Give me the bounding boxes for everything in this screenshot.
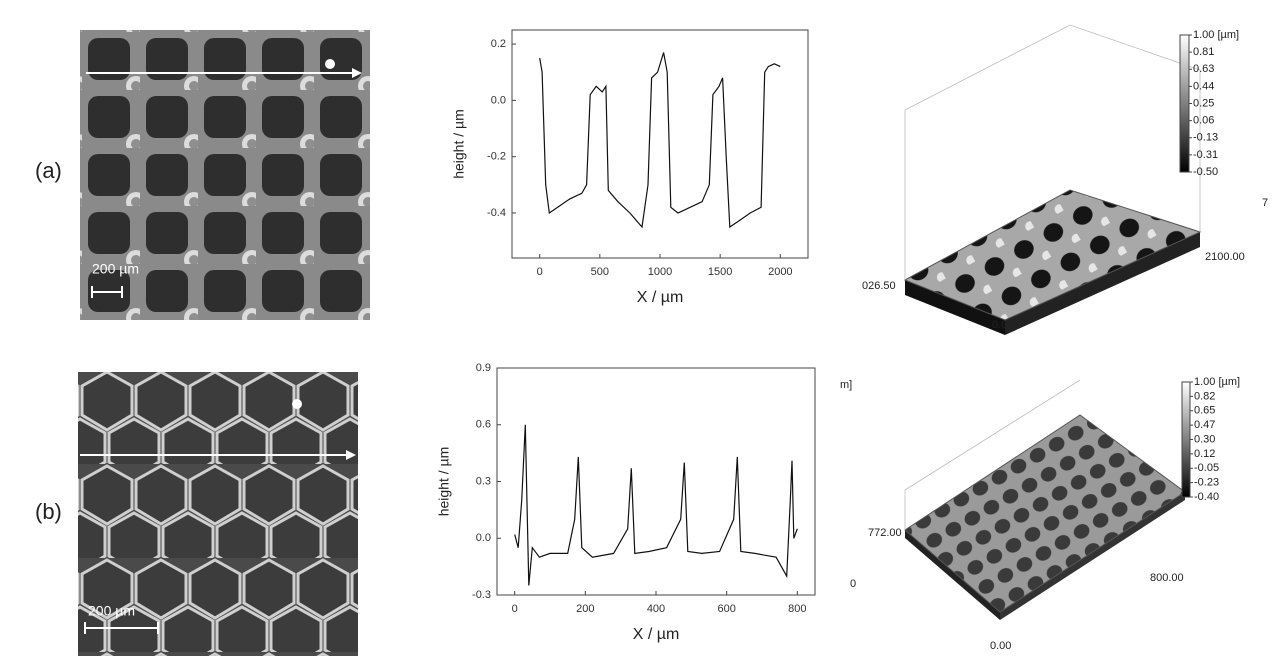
fragment: m] <box>840 379 852 391</box>
box-frame <box>904 24 1201 280</box>
y-tick-label: 0.3 <box>476 475 491 487</box>
scale-bar-label: 200 µm <box>88 603 135 619</box>
y-tick-label: -0.4 <box>487 207 506 219</box>
plot-frame <box>496 367 816 596</box>
colorbar-label: -0.05 <box>1194 462 1219 474</box>
profile-line <box>539 52 781 229</box>
micrograph <box>80 30 370 320</box>
scale-bar <box>84 622 159 634</box>
colorbar-label: -0.13 <box>1193 132 1218 144</box>
colorbar <box>1181 381 1191 498</box>
colorbar-label: -0.31 <box>1193 149 1218 161</box>
arrow-head <box>352 68 362 78</box>
x-tick-label: 800 <box>788 603 806 615</box>
y-tick-label: 0.9 <box>476 362 491 374</box>
profile-line <box>514 424 798 586</box>
axis-label: 0.00 <box>990 640 1011 652</box>
y-tick-label: 0.2 <box>491 38 506 50</box>
x-axis-label: X / µm <box>637 289 684 306</box>
micrograph <box>78 372 358 656</box>
axis-label: 772.00 <box>868 527 902 539</box>
x-tick-label: 1000 <box>648 266 672 278</box>
marker <box>292 399 302 409</box>
y-tick-label: -0.2 <box>487 151 506 163</box>
colorbar-label: 0.47 <box>1194 419 1215 431</box>
colorbar-label: 0.82 <box>1194 390 1215 402</box>
surface-wall <box>905 530 1000 620</box>
y-axis-label: height / µm <box>436 447 452 517</box>
x-tick-label: 600 <box>717 603 735 615</box>
row-label: (b) <box>35 499 62 524</box>
colorbar-label: 1.00 [µm] <box>1194 376 1240 388</box>
colorbar-label: -0.40 <box>1194 491 1219 503</box>
axis-label: 026.50 <box>862 280 896 292</box>
axis-label: 800.00 <box>1150 572 1184 584</box>
y-axis-label: height / µm <box>451 109 467 179</box>
box-frame <box>904 379 1081 530</box>
x-tick-label: 1500 <box>708 266 732 278</box>
surface-wall <box>1000 492 1185 620</box>
colorbar-label: 0.06 <box>1193 115 1214 127</box>
y-tick-label: 0.0 <box>491 94 506 106</box>
y-tick-label: 0.6 <box>476 419 491 431</box>
x-axis-label: X / µm <box>633 626 680 643</box>
colorbar-label: 1.00 [µm] <box>1193 29 1239 41</box>
colorbar-label: -0.50 <box>1193 166 1218 178</box>
colorbar-label: 0.30 <box>1194 433 1215 445</box>
colorbar-label: 0.65 <box>1194 405 1215 417</box>
fragment: 7 <box>1262 197 1268 209</box>
x-tick-label: 500 <box>591 266 609 278</box>
x-tick-label: 0 <box>537 266 543 278</box>
colorbar-label: 0.44 <box>1193 80 1214 92</box>
x-tick-label: 0 <box>512 603 518 615</box>
colorbar <box>1179 34 1190 173</box>
marker <box>325 59 335 69</box>
y-tick-label: 0.0 <box>476 532 491 544</box>
surface-wall <box>905 280 1005 335</box>
x-tick-label: 2000 <box>768 266 792 278</box>
surface <box>904 414 1186 613</box>
colorbar-label: -0.23 <box>1194 477 1219 489</box>
x-tick-label: 200 <box>576 603 594 615</box>
colorbar-label: 0.81 <box>1193 46 1214 58</box>
scale-bar <box>91 286 123 298</box>
axis-label: 2100.00 <box>1205 251 1245 263</box>
colorbar-label: 0.25 <box>1193 97 1214 109</box>
surface-wall <box>1005 232 1200 335</box>
colorbar-label: 0.63 <box>1193 63 1214 75</box>
y-tick-label: -0.3 <box>472 589 491 601</box>
x-tick-label: 400 <box>647 603 665 615</box>
arrow-head <box>346 450 356 460</box>
scale-bar-label: 200 µm <box>92 261 139 277</box>
fragment: 0 <box>850 578 856 590</box>
axis-label: 0.00 <box>992 319 1013 331</box>
row-label: (a) <box>35 158 62 183</box>
colorbar-label: 0.12 <box>1194 448 1215 460</box>
